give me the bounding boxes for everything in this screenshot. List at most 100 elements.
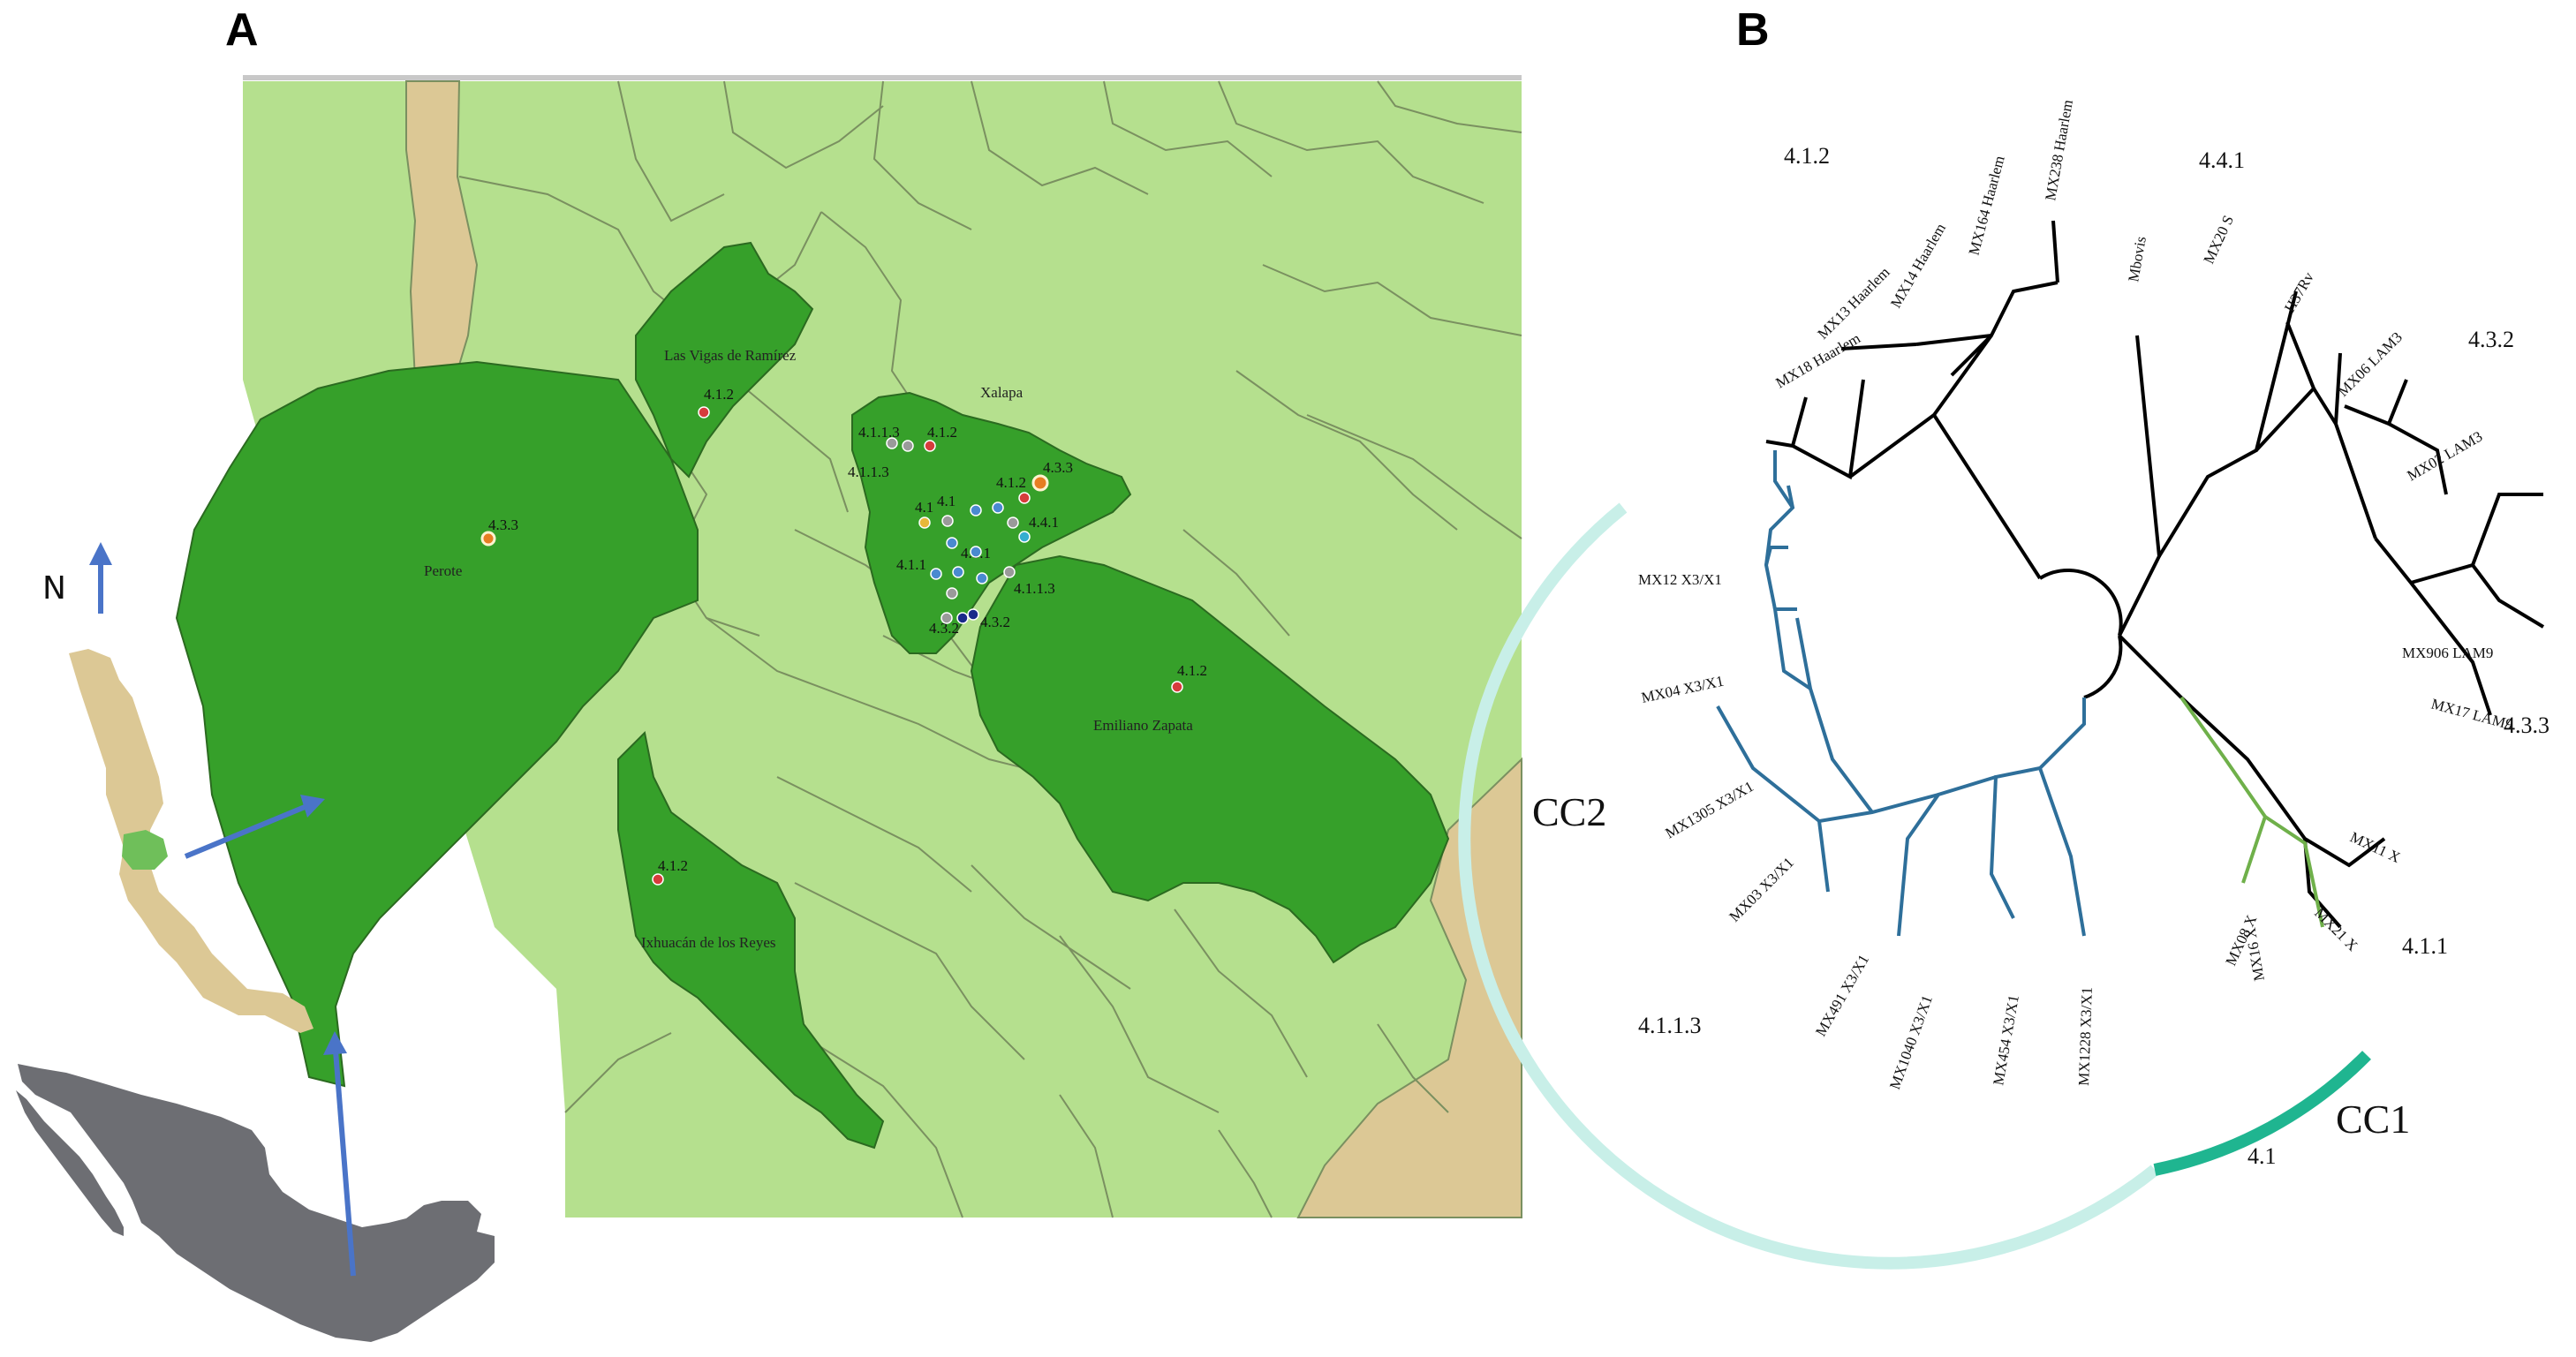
lineage-label-ixhuacan: 4.1.2 [658, 857, 688, 874]
taxon-label: MX06 LAM3 [2334, 328, 2406, 400]
lineage-label-xalapa-11: 4.1.1.3 [1014, 580, 1055, 597]
cluster-label-cc2: CC2 [1532, 789, 1606, 834]
lineage-label-las-vigas: 4.1.2 [704, 386, 734, 403]
lineage-label-xalapa-4: 4.3.3 [1043, 459, 1073, 476]
cluster-label-cc1: CC1 [2336, 1097, 2410, 1142]
dot-xalapa [941, 612, 953, 624]
lineage-label-xalapa-1: 4.1.1.3 [858, 424, 900, 441]
region-las-vigas [635, 241, 814, 479]
label-emiliano-zapata: Emiliano Zapata [1093, 717, 1193, 734]
north-label: N [42, 570, 66, 607]
taxon-label: MX906 LAM9 [2402, 645, 2493, 661]
lineage-label-xalapa-2: 4.1.1.3 [848, 464, 889, 480]
dot-xalapa [970, 504, 982, 516]
dot-xalapa [1018, 531, 1031, 543]
taxon-label: MX16 X [2242, 926, 2268, 982]
lineage-label-xalapa-5: 4.1 [915, 499, 933, 516]
dot-xalapa [1031, 474, 1049, 492]
taxon-label: MX238 Haarlem [2042, 98, 2076, 201]
taxon-label: MX454 X3/X1 [1990, 994, 2022, 1087]
region-ixhuacan [617, 730, 885, 1150]
dot-xalapa [941, 515, 954, 527]
dot-xalapa [902, 440, 914, 452]
lineage-label-xalapa-12: 4.3.2 [929, 620, 959, 637]
lineage-label-perote: 4.3.3 [488, 516, 518, 533]
region-xalapa [851, 391, 1132, 654]
dot-xalapa [967, 608, 979, 621]
dot-xalapa [992, 501, 1004, 514]
taxon-label: MX21 X [2311, 904, 2361, 954]
tree-root-circle [2038, 568, 2123, 637]
clade-label: 4.3.2 [2468, 327, 2514, 352]
municipal-borders [458, 80, 1522, 1218]
lineage-label-xalapa-6: 4.1 [937, 493, 956, 509]
clade-label: 4.3.3 [2504, 712, 2550, 738]
taxon-label: MX164 Haarlem [1966, 154, 2008, 257]
north-arrow [89, 542, 112, 614]
clade-label: 4.4.1 [2199, 147, 2245, 173]
taxon-label: MX17 LAM9 [2429, 696, 2515, 734]
map-frame-top [243, 75, 1522, 80]
arc-cc2 [1458, 502, 2159, 1270]
dot-xalapa [970, 546, 982, 558]
taxon-label: MX1305 X3/X1 [1663, 778, 1756, 841]
dot-xalapa [976, 572, 988, 584]
dot-xalapa [918, 516, 931, 529]
lineage-label-xalapa-10: 4.1.1 [896, 556, 926, 573]
lineage-label-xalapa-3: 4.1.2 [927, 424, 957, 441]
taxon-label: MX1040 X3/X1 [1886, 993, 1936, 1092]
label-las-vigas: Las Vigas de Ramírez [664, 347, 797, 364]
label-ixhuacan: Ixhuacán de los Reyes [641, 934, 775, 951]
dot-xalapa [1007, 516, 1019, 529]
taxon-label: MX02 LAM3 [2405, 428, 2486, 485]
taxon-label: MX03 X3/X1 [1726, 854, 1797, 925]
inset-veracruz [69, 649, 314, 1033]
dot-xalapa [1018, 492, 1031, 504]
lineage-label-xalapa-13: 4.3.2 [980, 614, 1010, 630]
arc-cc1 [2153, 1051, 2371, 1176]
lineage-label-emiliano: 4.1.2 [1177, 662, 1207, 679]
lineage-label-xalapa-7: 4.1.2 [996, 474, 1026, 491]
inset-veracruz-highlight [122, 830, 168, 870]
panel-letter-a: A [225, 4, 259, 56]
dot-las-vigas [698, 406, 710, 418]
clade-label: 4.1.1 [2402, 933, 2448, 959]
dot-xalapa [886, 437, 898, 449]
dot-xalapa [952, 566, 964, 578]
taxon-label: MX1228 X3/X1 [2075, 987, 2096, 1087]
label-xalapa: Xalapa [980, 384, 1024, 401]
dot-ixhuacan [652, 873, 664, 886]
clade-label: 4.1.2 [1784, 143, 1830, 169]
inset-mexico [18, 1064, 495, 1342]
dot-xalapa [924, 440, 936, 452]
inset-arrows [184, 795, 356, 1277]
tree-root-circle-2 [2083, 635, 2123, 699]
taxon-label: MX20 S [2200, 213, 2237, 267]
lineage-label-xalapa-8: 4.4.1 [1029, 514, 1059, 531]
tree-branches-green [2179, 696, 2324, 928]
tree-branches-blue [1716, 450, 2086, 937]
sample-dots [480, 406, 1183, 886]
taxon-label: MX18 Haarlem [1773, 329, 1863, 391]
dot-xalapa [930, 568, 942, 580]
region-emiliano-zapata [970, 554, 1450, 964]
clade-label: 4.1.1.3 [1638, 1013, 1702, 1038]
taxon-label: MX14 Haarlem [1887, 221, 1949, 311]
tree-branches-black [1765, 220, 2545, 929]
taxon-label: Mbovis [2125, 235, 2149, 283]
dot-xalapa [956, 612, 969, 624]
taxon-label: MX12 X3/X1 [1638, 571, 1722, 588]
inset-baja-california [16, 1090, 124, 1236]
dot-emiliano [1171, 681, 1183, 693]
taxon-label: MX491 X3/X1 [1812, 952, 1872, 1039]
dot-xalapa [946, 537, 958, 549]
panel-letter-b: B [1736, 4, 1770, 56]
taxon-label: H37Rv [2281, 269, 2317, 315]
dot-xalapa [946, 587, 958, 599]
taxon-label: MX04 X3/X1 [1640, 673, 1726, 706]
dot-perote [480, 531, 496, 547]
label-perote: Perote [424, 562, 462, 579]
clade-label: 4.1 [2247, 1143, 2277, 1169]
